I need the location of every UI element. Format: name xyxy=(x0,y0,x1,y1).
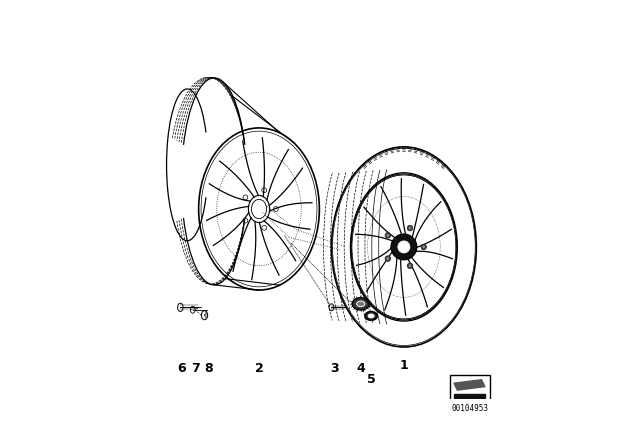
Ellipse shape xyxy=(356,301,365,306)
Text: 2: 2 xyxy=(255,362,264,375)
Ellipse shape xyxy=(422,245,426,249)
Text: 6: 6 xyxy=(177,362,186,375)
Ellipse shape xyxy=(385,233,390,238)
Text: 00104953: 00104953 xyxy=(452,404,489,413)
Ellipse shape xyxy=(385,256,390,261)
Ellipse shape xyxy=(352,297,369,310)
Polygon shape xyxy=(454,380,485,390)
Ellipse shape xyxy=(386,233,390,237)
Text: 4: 4 xyxy=(356,362,365,375)
Ellipse shape xyxy=(408,264,412,268)
Text: 8: 8 xyxy=(205,362,213,375)
Text: 5: 5 xyxy=(367,373,376,386)
Ellipse shape xyxy=(398,241,410,253)
Text: 7: 7 xyxy=(191,362,200,375)
Text: 3: 3 xyxy=(331,362,339,375)
Ellipse shape xyxy=(421,244,426,250)
Ellipse shape xyxy=(365,311,378,320)
Ellipse shape xyxy=(408,226,412,230)
Ellipse shape xyxy=(368,314,374,318)
Ellipse shape xyxy=(391,234,417,260)
Ellipse shape xyxy=(407,225,413,231)
Ellipse shape xyxy=(202,311,207,320)
FancyBboxPatch shape xyxy=(451,375,490,402)
Text: 1: 1 xyxy=(399,359,408,372)
Polygon shape xyxy=(454,393,485,398)
Ellipse shape xyxy=(407,263,413,268)
Ellipse shape xyxy=(386,257,390,261)
